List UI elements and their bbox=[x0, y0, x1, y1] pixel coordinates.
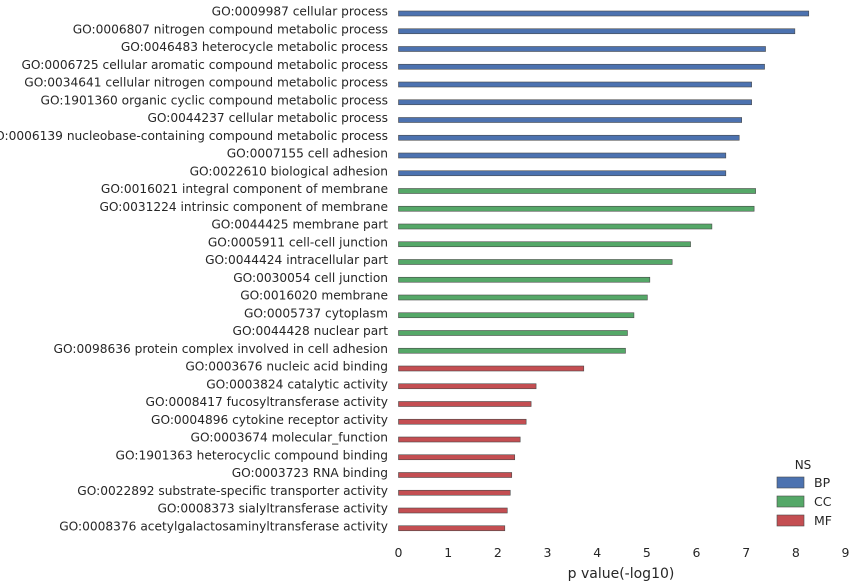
category-label: GO:0044237 cellular metabolic process bbox=[147, 111, 388, 125]
x-tick-label: 8 bbox=[792, 545, 800, 560]
bar bbox=[398, 276, 651, 283]
x-tick-label: 2 bbox=[494, 545, 502, 560]
category-label: GO:0044428 nuclear part bbox=[233, 324, 389, 338]
x-axis: p value(-log10) 0 1 2 3 4 5 6 7 8 9 bbox=[395, 545, 850, 582]
legend-swatch bbox=[776, 495, 805, 508]
legend-swatch bbox=[776, 514, 805, 527]
bar bbox=[398, 134, 740, 141]
bar bbox=[398, 99, 752, 106]
category-label: GO:0003723 RNA binding bbox=[232, 466, 388, 480]
bar bbox=[398, 472, 513, 478]
category-label: GO:0008376 acetylgalactosaminyltransfera… bbox=[59, 519, 388, 533]
category-label: GO:0003824 catalytic activity bbox=[206, 377, 388, 391]
category-label: GO:0008417 fucosyltransferase activity bbox=[146, 395, 388, 409]
category-label: GO:0003676 nucleic acid binding bbox=[185, 360, 388, 374]
bar bbox=[398, 489, 511, 496]
bar bbox=[398, 81, 752, 88]
bars-layer bbox=[398, 10, 810, 532]
category-label: GO:0022892 substrate-specific transporte… bbox=[77, 484, 388, 498]
bar bbox=[398, 117, 742, 123]
bar bbox=[398, 28, 796, 35]
category-label: GO:0004896 cytokine receptor activity bbox=[151, 413, 388, 427]
x-tick-label: 4 bbox=[593, 545, 601, 560]
category-label: GO:0044424 intracellular part bbox=[205, 253, 388, 267]
x-tick-label: 5 bbox=[643, 545, 651, 560]
x-tick-label: 1 bbox=[444, 545, 452, 560]
category-label: GO:0005911 cell-cell junction bbox=[208, 235, 388, 249]
bar bbox=[398, 347, 626, 354]
bar bbox=[398, 312, 635, 319]
category-label: GO:0009987 cellular process bbox=[212, 5, 388, 19]
category-label: GO:0031224 intrinsic component of membra… bbox=[99, 200, 388, 214]
category-label: GO:0044425 membrane part bbox=[211, 218, 388, 232]
bar bbox=[398, 454, 516, 461]
bar bbox=[398, 525, 506, 532]
legend-label: BP bbox=[814, 475, 831, 490]
category-label: GO:0034641 cellular nitrogen compound me… bbox=[24, 76, 388, 90]
category-label: GO:0016021 integral component of membran… bbox=[101, 182, 388, 196]
category-label: GO:0005737 cytoplasm bbox=[244, 306, 388, 320]
bar bbox=[398, 436, 521, 443]
category-label: GO:0046483 heterocycle metabolic process bbox=[121, 40, 388, 54]
legend-label: CC bbox=[814, 494, 832, 509]
x-tick-label: 6 bbox=[693, 545, 701, 560]
bar bbox=[398, 46, 766, 52]
category-label: GO:0098636 protein complex involved in c… bbox=[54, 342, 388, 356]
bar bbox=[398, 170, 727, 177]
bar bbox=[398, 294, 648, 301]
bar bbox=[398, 401, 532, 407]
bar bbox=[398, 10, 810, 17]
legend-label: MF bbox=[814, 513, 832, 528]
bar bbox=[398, 365, 585, 372]
bar bbox=[398, 418, 527, 425]
bar bbox=[398, 152, 727, 159]
bar bbox=[398, 507, 508, 514]
legend: NS BP CC MF bbox=[776, 458, 832, 528]
category-label: GO:0006725 cellular aromatic compound me… bbox=[21, 58, 388, 72]
legend-swatch bbox=[776, 476, 805, 489]
category-label: GO:0003674 molecular_function bbox=[191, 431, 388, 445]
category-labels: GO:0009987 cellular process GO:0006807 ni… bbox=[0, 5, 388, 534]
category-label: GO:0007155 cell adhesion bbox=[227, 147, 388, 161]
category-label: GO:0022610 biological adhesion bbox=[190, 164, 388, 178]
bar bbox=[398, 205, 755, 212]
category-label: GO:0006807 nitrogen compound metabolic p… bbox=[73, 22, 388, 36]
x-tick-label: 7 bbox=[742, 545, 750, 560]
bar bbox=[398, 63, 765, 70]
bar bbox=[398, 223, 713, 230]
bar bbox=[398, 383, 537, 390]
bar bbox=[398, 259, 673, 265]
x-axis-label: p value(-log10) bbox=[568, 566, 675, 582]
legend-title: NS bbox=[795, 458, 812, 472]
category-label: GO:1901360 organic cyclic compound metab… bbox=[41, 93, 388, 107]
bar bbox=[398, 241, 691, 248]
bar bbox=[398, 188, 756, 194]
category-label: GO:1901363 heterocyclic compound binding bbox=[116, 448, 388, 462]
x-tick-label: 0 bbox=[395, 545, 403, 560]
category-label: GO:0006139 nucleobase-containing compoun… bbox=[0, 129, 388, 143]
category-label: GO:0016020 membrane bbox=[240, 289, 388, 303]
x-tick-label: 3 bbox=[544, 545, 552, 560]
category-label: GO:0030054 cell junction bbox=[233, 271, 388, 285]
x-tick-label: 9 bbox=[842, 545, 850, 560]
bar bbox=[398, 330, 628, 336]
category-label: GO:0008373 sialyltransferase activity bbox=[157, 502, 388, 516]
